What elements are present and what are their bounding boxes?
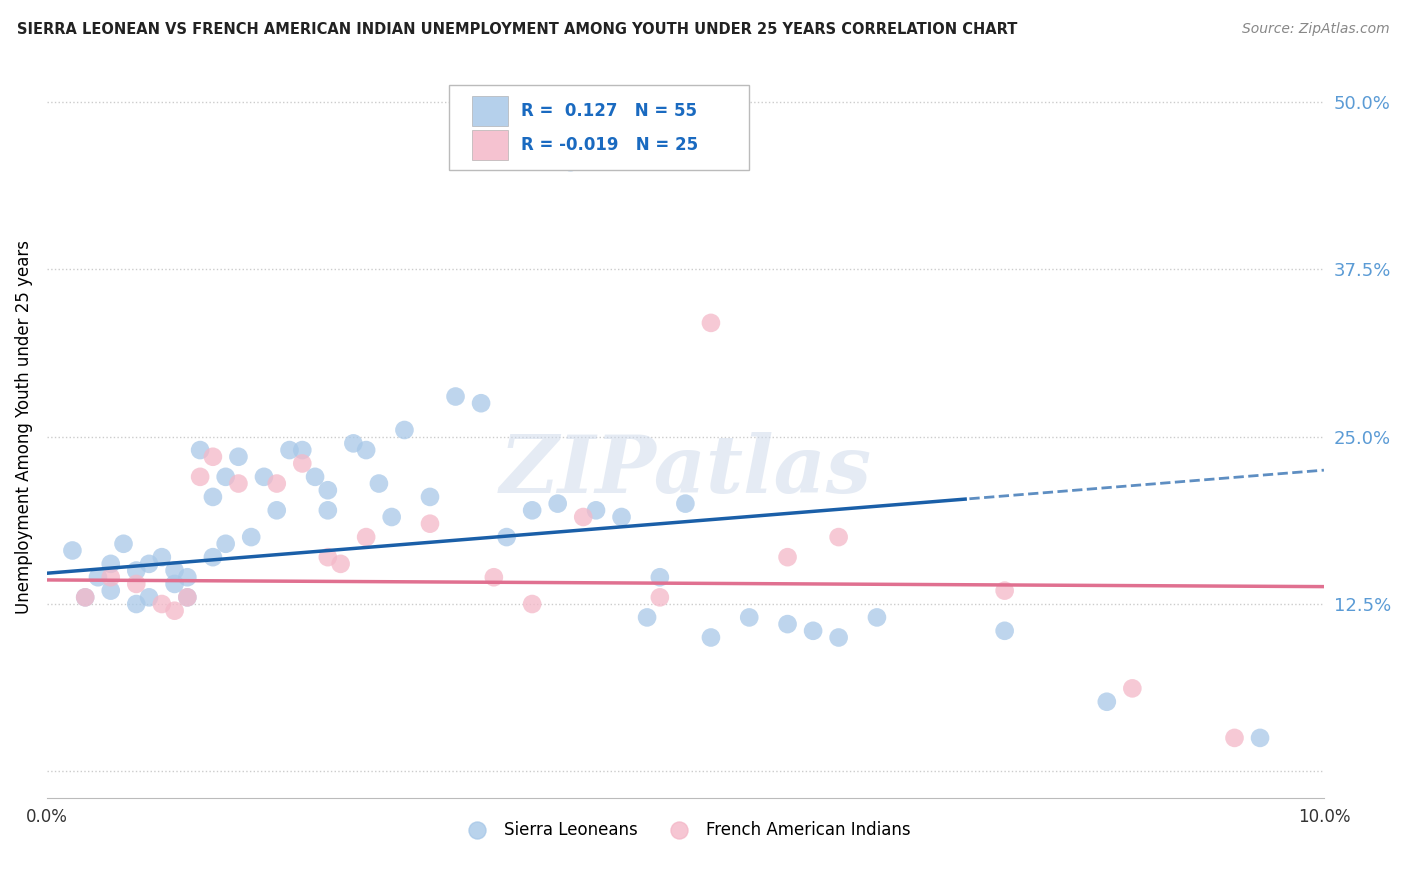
- Point: [316, 550, 339, 565]
- Point: [176, 591, 198, 605]
- Point: [827, 530, 849, 544]
- Point: [188, 470, 211, 484]
- Point: [266, 476, 288, 491]
- Point: [394, 423, 416, 437]
- Point: [367, 476, 389, 491]
- Point: [163, 577, 186, 591]
- Point: [215, 537, 238, 551]
- Point: [648, 591, 671, 605]
- Point: [495, 530, 517, 544]
- Point: [150, 597, 173, 611]
- Point: [1249, 731, 1271, 745]
- Point: [1223, 731, 1246, 745]
- Point: [125, 597, 148, 611]
- Point: [776, 550, 799, 565]
- Point: [316, 503, 339, 517]
- Point: [610, 510, 633, 524]
- FancyBboxPatch shape: [472, 130, 508, 160]
- Point: [316, 483, 339, 498]
- Point: [291, 443, 314, 458]
- Point: [201, 550, 224, 565]
- Text: Source: ZipAtlas.com: Source: ZipAtlas.com: [1241, 22, 1389, 37]
- Point: [163, 564, 186, 578]
- Point: [547, 497, 569, 511]
- Point: [444, 390, 467, 404]
- Y-axis label: Unemployment Among Youth under 25 years: Unemployment Among Youth under 25 years: [15, 240, 32, 614]
- Point: [62, 543, 84, 558]
- Point: [188, 443, 211, 458]
- Legend: Sierra Leoneans, French American Indians: Sierra Leoneans, French American Indians: [454, 814, 917, 846]
- Point: [700, 631, 723, 645]
- Point: [585, 503, 607, 517]
- Point: [176, 591, 198, 605]
- FancyBboxPatch shape: [449, 85, 749, 170]
- Point: [240, 530, 263, 544]
- Point: [228, 476, 250, 491]
- Point: [112, 537, 135, 551]
- Point: [419, 516, 441, 531]
- Point: [866, 610, 889, 624]
- Point: [75, 591, 97, 605]
- Point: [354, 443, 377, 458]
- Point: [560, 155, 582, 169]
- Point: [87, 570, 110, 584]
- Point: [801, 624, 824, 638]
- Point: [304, 470, 326, 484]
- Point: [176, 570, 198, 584]
- Point: [648, 570, 671, 584]
- Text: ZIPatlas: ZIPatlas: [499, 433, 872, 510]
- Point: [994, 624, 1017, 638]
- Point: [163, 604, 186, 618]
- FancyBboxPatch shape: [472, 96, 508, 126]
- Point: [100, 557, 122, 571]
- Point: [827, 631, 849, 645]
- Point: [738, 610, 761, 624]
- Point: [125, 564, 148, 578]
- Text: R = -0.019   N = 25: R = -0.019 N = 25: [520, 136, 697, 154]
- Point: [150, 550, 173, 565]
- Point: [138, 557, 160, 571]
- Point: [329, 557, 352, 571]
- Point: [125, 577, 148, 591]
- Point: [419, 490, 441, 504]
- Point: [75, 591, 97, 605]
- Point: [354, 530, 377, 544]
- Point: [291, 457, 314, 471]
- Point: [572, 510, 595, 524]
- Point: [228, 450, 250, 464]
- Point: [138, 591, 160, 605]
- Point: [520, 597, 543, 611]
- Text: R =  0.127   N = 55: R = 0.127 N = 55: [520, 102, 696, 120]
- Text: SIERRA LEONEAN VS FRENCH AMERICAN INDIAN UNEMPLOYMENT AMONG YOUTH UNDER 25 YEARS: SIERRA LEONEAN VS FRENCH AMERICAN INDIAN…: [17, 22, 1018, 37]
- Point: [201, 450, 224, 464]
- Point: [201, 490, 224, 504]
- Point: [100, 570, 122, 584]
- Point: [994, 583, 1017, 598]
- Point: [278, 443, 301, 458]
- Point: [253, 470, 276, 484]
- Point: [215, 470, 238, 484]
- Point: [700, 316, 723, 330]
- Point: [470, 396, 492, 410]
- Point: [266, 503, 288, 517]
- Point: [776, 617, 799, 632]
- Point: [673, 497, 696, 511]
- Point: [1121, 681, 1143, 696]
- Point: [100, 583, 122, 598]
- Point: [482, 570, 505, 584]
- Point: [520, 503, 543, 517]
- Point: [342, 436, 364, 450]
- Point: [381, 510, 404, 524]
- Point: [1095, 695, 1118, 709]
- Point: [636, 610, 658, 624]
